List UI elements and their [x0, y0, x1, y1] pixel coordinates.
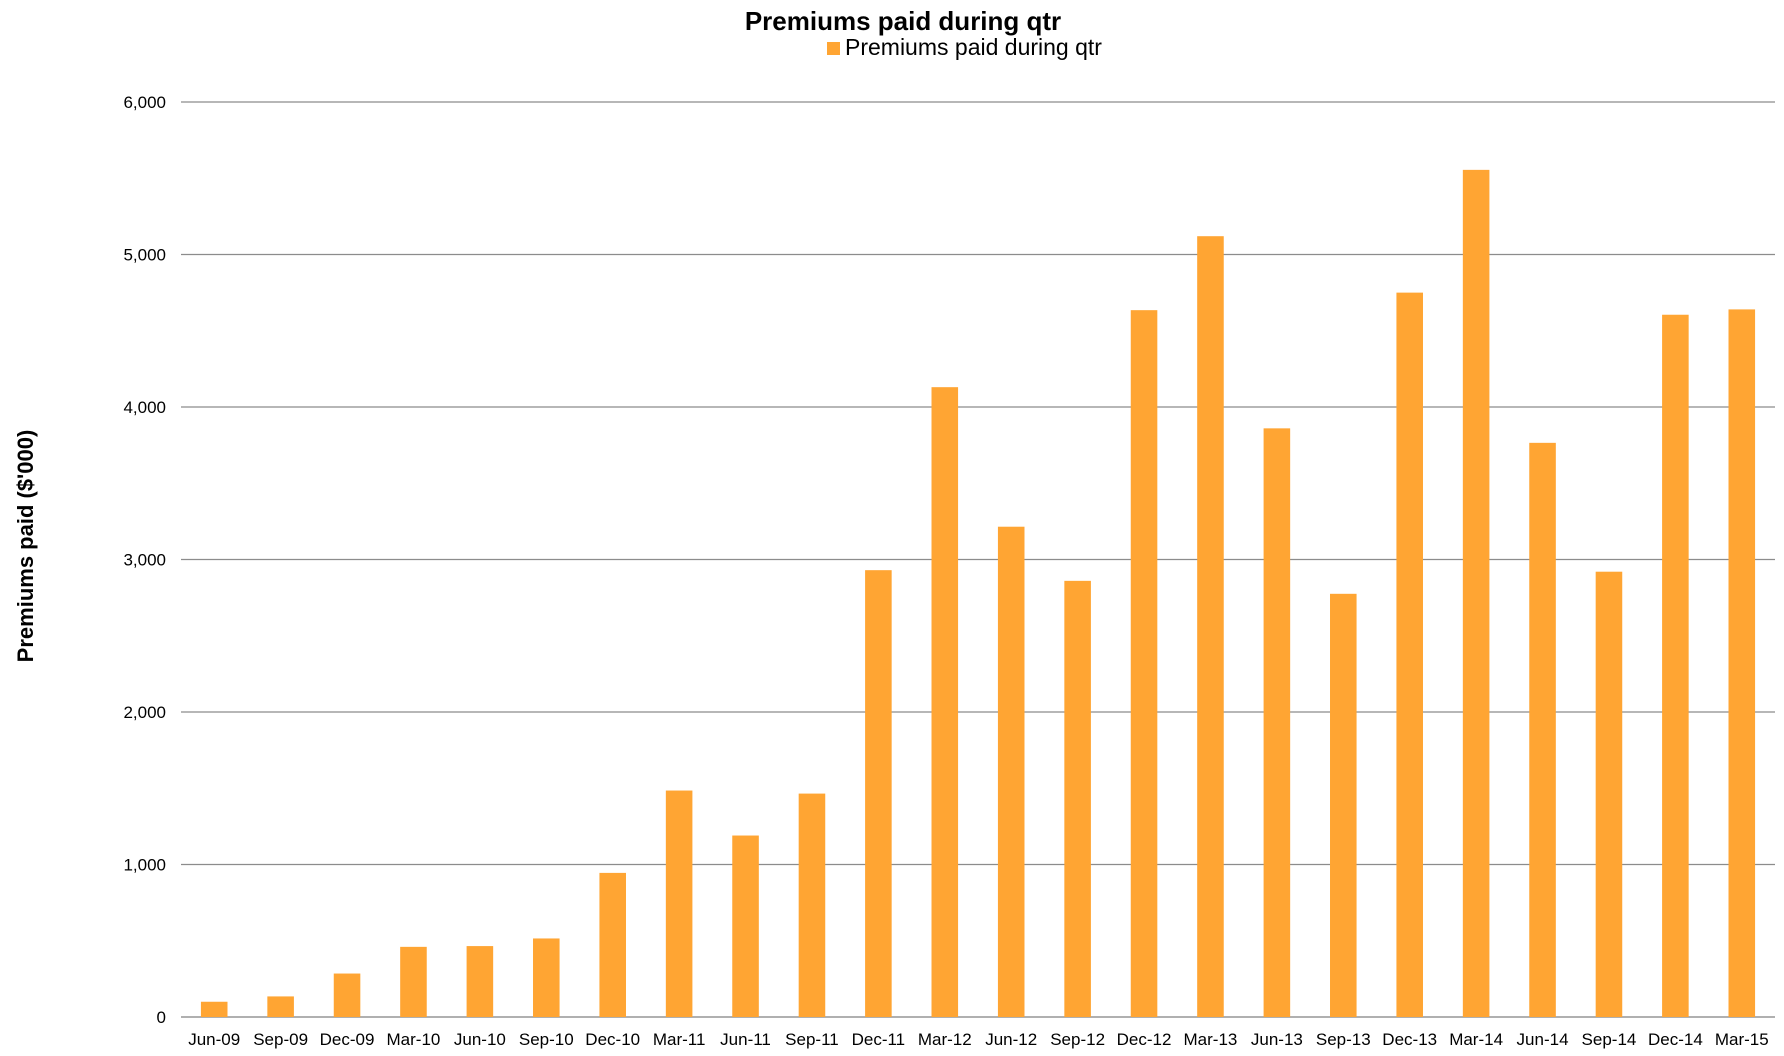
y-axis-label: Premiums paid ($'000)	[13, 430, 38, 663]
bar-sep-10	[533, 938, 560, 1017]
x-tick-label: Jun-13	[1251, 1030, 1303, 1049]
y-tick-label: 1,000	[123, 856, 166, 875]
x-tick-label: Jun-11	[720, 1030, 771, 1049]
x-tick-label: Sep-14	[1582, 1030, 1637, 1049]
x-tick-label: Sep-10	[519, 1030, 574, 1049]
x-tick-label: Dec-14	[1648, 1030, 1703, 1049]
x-axis-ticks: Jun-09 Sep-09 Dec-09 Mar-10 Jun-10 Sep-10 Dec-…	[188, 1030, 1769, 1049]
gridlines	[181, 101, 1775, 1018]
bar-jun-13	[1263, 428, 1291, 1018]
legend-swatch	[827, 42, 840, 55]
x-tick-label: Mar-13	[1184, 1030, 1238, 1049]
bar-dec-10	[599, 872, 626, 1017]
x-tick-label: Dec-09	[320, 1030, 375, 1049]
x-tick-label: Sep-13	[1316, 1030, 1371, 1049]
y-tick-label: 0	[157, 1008, 166, 1027]
x-tick-label: Dec-12	[1117, 1030, 1172, 1049]
x-tick-label: Sep-12	[1050, 1030, 1105, 1049]
x-tick-label: Jun-14	[1517, 1030, 1569, 1049]
x-tick-label: Dec-10	[585, 1030, 640, 1049]
y-tick-label: 3,000	[123, 551, 166, 570]
bar-sep-12	[1064, 580, 1091, 1017]
bar-dec-12	[1130, 310, 1158, 1018]
bar-dec-13	[1396, 292, 1423, 1017]
y-axis-ticks: 0 1,000 2,000 3,000 4,000 5,000 6,000	[123, 93, 166, 1027]
y-tick-label: 2,000	[123, 703, 166, 722]
y-tick-label: 4,000	[123, 398, 166, 417]
x-tick-label: Mar-14	[1449, 1030, 1503, 1049]
x-tick-label: Jun-10	[454, 1030, 506, 1049]
bar-sep-09	[267, 996, 294, 1017]
x-tick-label: Jun-09	[188, 1030, 240, 1049]
legend-label: Premiums paid during qtr	[845, 34, 1102, 60]
bar-sep-13	[1330, 593, 1357, 1017]
bar-jun-11	[732, 835, 759, 1017]
bar-dec-09	[333, 973, 361, 1017]
bar-dec-14	[1662, 314, 1689, 1017]
x-tick-label: Mar-12	[918, 1030, 972, 1049]
x-tick-label: Jun-12	[985, 1030, 1037, 1049]
x-tick-label: Dec-11	[852, 1030, 906, 1049]
x-tick-label: Mar-11	[653, 1030, 706, 1049]
bar-mar-11	[665, 790, 693, 1017]
legend: Premiums paid during qtr	[827, 34, 1102, 60]
bar-dec-11	[865, 570, 892, 1017]
bar-mar-10	[400, 946, 427, 1017]
x-tick-label: Sep-11	[785, 1030, 839, 1049]
bar-mar-12	[931, 387, 959, 1017]
bar-mar-15	[1728, 309, 1756, 1017]
y-tick-label: 5,000	[123, 246, 166, 265]
bar-mar-13	[1197, 236, 1224, 1017]
bar-jun-09	[200, 1001, 228, 1017]
bar-jun-12	[997, 526, 1025, 1017]
bar-sep-11	[798, 793, 826, 1017]
x-tick-label: Mar-15	[1715, 1030, 1769, 1049]
bar-mar-14	[1462, 169, 1490, 1018]
y-tick-label: 6,000	[123, 93, 166, 112]
bars	[200, 169, 1756, 1018]
bar-jun-14	[1529, 442, 1556, 1017]
bar-sep-14	[1595, 571, 1623, 1017]
bar-jun-10	[466, 946, 494, 1017]
x-tick-label: Mar-10	[387, 1030, 441, 1049]
chart-title: Premiums paid during qtr	[745, 6, 1061, 36]
x-tick-label: Dec-13	[1382, 1030, 1437, 1049]
x-tick-label: Sep-09	[253, 1030, 308, 1049]
